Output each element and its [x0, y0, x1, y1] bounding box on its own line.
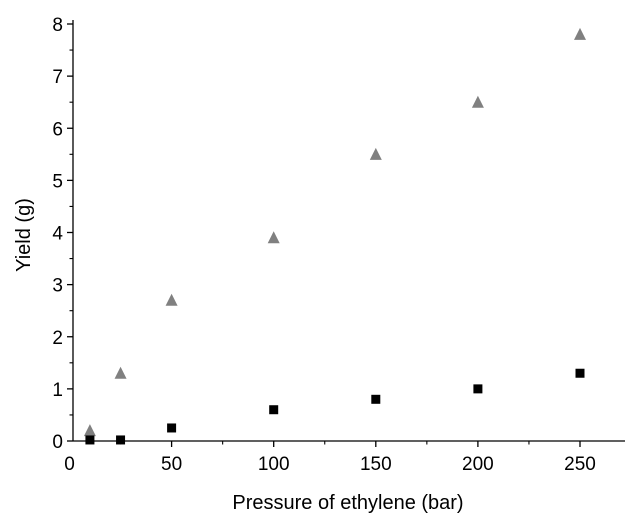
data-point-triangle — [114, 366, 127, 379]
y-tick-label: 2 — [52, 328, 63, 349]
x-tick-label: 100 — [258, 454, 290, 475]
y-tick-label: 5 — [52, 171, 63, 192]
y-tick-label: 4 — [52, 224, 63, 245]
y-tick-label: 7 — [52, 67, 63, 88]
axes — [72, 20, 625, 442]
tick-labels: 0 1 2 3 4 5 6 7 8 0 50 100 150 200 250 — [52, 15, 595, 475]
data-point-triangle — [574, 27, 586, 40]
data-point-square — [167, 423, 177, 433]
x-tick-label: 250 — [564, 454, 596, 475]
y-tick-label: 1 — [52, 380, 63, 401]
data-point-square — [116, 435, 126, 445]
data-point-triangle — [83, 424, 96, 437]
data-point-triangle — [471, 95, 484, 108]
x-tick-label: 0 — [64, 454, 75, 475]
data-point-triangle — [165, 293, 178, 306]
data-point-triangle — [369, 147, 382, 160]
data-point-square — [575, 368, 585, 378]
data-marks — [83, 27, 586, 445]
y-tick-label: 8 — [52, 15, 63, 36]
data-point-square — [371, 394, 381, 404]
y-tick-label: 6 — [52, 119, 63, 140]
x-tick-label: 50 — [161, 454, 182, 475]
y-axis-title: Yield (g) — [13, 198, 35, 272]
data-point-square — [269, 405, 279, 415]
x-tick-label: 200 — [462, 454, 494, 475]
y-tick-label: 3 — [52, 276, 63, 297]
data-point-square — [473, 384, 483, 394]
data-point-square — [85, 435, 95, 445]
ticks — [67, 23, 581, 447]
x-axis-title: Pressure of ethylene (bar) — [232, 492, 463, 514]
data-point-triangle — [267, 231, 280, 244]
x-tick-label: 150 — [360, 454, 392, 475]
y-tick-label: 0 — [52, 432, 63, 453]
